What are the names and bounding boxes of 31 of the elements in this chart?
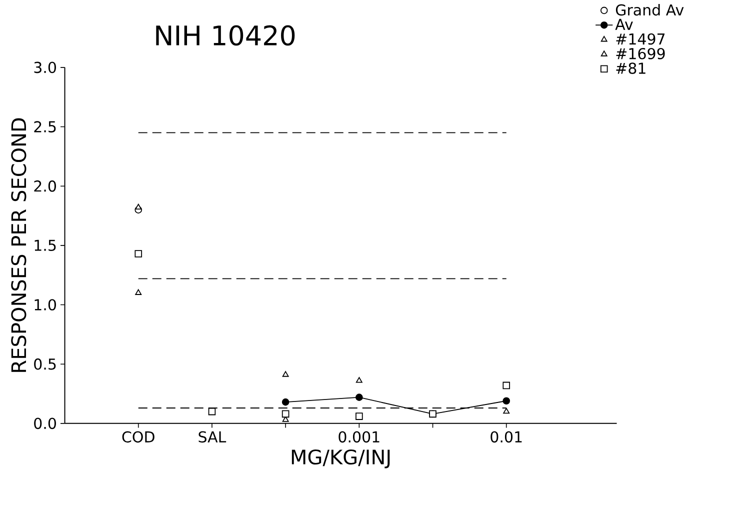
chart-title: NIH 10420 bbox=[156, 25, 295, 46]
point bbox=[135, 204, 142, 210]
point bbox=[502, 397, 510, 405]
legend-label: Grand Av bbox=[616, 4, 684, 16]
point bbox=[356, 377, 362, 383]
point bbox=[503, 408, 510, 414]
y-tick-label: 0.0 bbox=[34, 418, 56, 430]
point bbox=[282, 371, 289, 377]
x-axis-title: MG/KG/INJ bbox=[292, 450, 390, 468]
x-tick-label: COD bbox=[122, 431, 154, 443]
y-tick-label: 1.5 bbox=[34, 240, 56, 252]
y-tick-label: 2.0 bbox=[34, 180, 56, 192]
y-tick-label: 1.0 bbox=[34, 299, 56, 311]
point bbox=[208, 408, 216, 416]
x-tick-label: SAL bbox=[198, 431, 226, 443]
point bbox=[282, 398, 290, 406]
point bbox=[282, 410, 290, 418]
y-axis-title: RESPONSES PER SECOND bbox=[11, 118, 26, 372]
point bbox=[502, 382, 510, 390]
point bbox=[135, 289, 142, 296]
y-tick-label: 0.5 bbox=[34, 358, 56, 370]
x-tick-label: 0.001 bbox=[338, 431, 380, 443]
point bbox=[134, 250, 142, 258]
y-tick-label: 3.0 bbox=[34, 62, 56, 74]
y-tick-label: 2.5 bbox=[34, 121, 56, 133]
legend-label: #81 bbox=[616, 62, 646, 74]
legend-label: Av bbox=[615, 19, 633, 30]
x-tick-label: 0.01 bbox=[490, 431, 522, 443]
legend-label: #1497 bbox=[616, 33, 665, 45]
legend-label: #1699 bbox=[616, 48, 665, 60]
point bbox=[356, 394, 363, 402]
